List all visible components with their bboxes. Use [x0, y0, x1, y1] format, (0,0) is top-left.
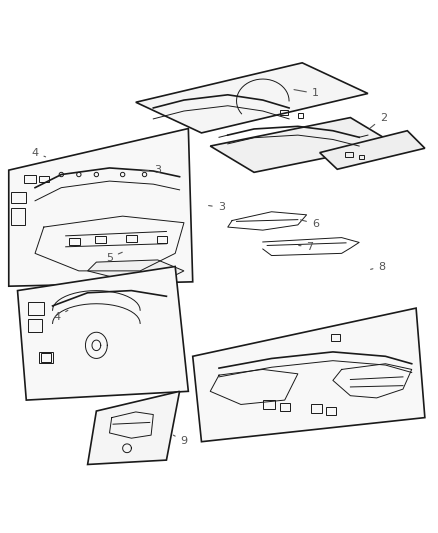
Polygon shape [320, 131, 425, 169]
Bar [298, 113, 303, 118]
Text: 5: 5 [106, 252, 122, 263]
Polygon shape [9, 128, 193, 286]
Text: 4: 4 [53, 310, 68, 322]
Polygon shape [193, 308, 425, 442]
Bar [11, 208, 25, 225]
Text: 1: 1 [294, 88, 319, 99]
Bar [28, 302, 44, 314]
Bar [326, 407, 336, 415]
Polygon shape [88, 260, 184, 280]
Text: 6: 6 [300, 219, 319, 229]
Text: 2: 2 [370, 112, 387, 128]
Bar [39, 352, 53, 363]
Polygon shape [18, 266, 188, 400]
Bar [41, 353, 51, 361]
Bar [11, 192, 26, 203]
Bar [280, 110, 288, 115]
Bar [280, 403, 290, 411]
Bar [359, 155, 364, 159]
Bar [126, 235, 137, 241]
Bar [28, 319, 42, 332]
Polygon shape [88, 391, 180, 464]
Text: 8: 8 [371, 262, 385, 271]
Text: 3: 3 [208, 203, 225, 212]
Text: 9: 9 [173, 435, 187, 446]
Bar [95, 236, 106, 243]
Bar [157, 236, 167, 243]
Text: 3: 3 [142, 165, 161, 175]
Polygon shape [136, 63, 368, 133]
Text: 7: 7 [299, 242, 314, 252]
Bar [69, 238, 80, 245]
Bar [311, 405, 322, 413]
Polygon shape [210, 118, 394, 172]
Bar [24, 175, 36, 183]
Bar [263, 400, 275, 409]
Bar [345, 152, 353, 157]
Text: 4: 4 [32, 148, 46, 158]
Bar [331, 334, 340, 341]
Bar [39, 176, 49, 182]
